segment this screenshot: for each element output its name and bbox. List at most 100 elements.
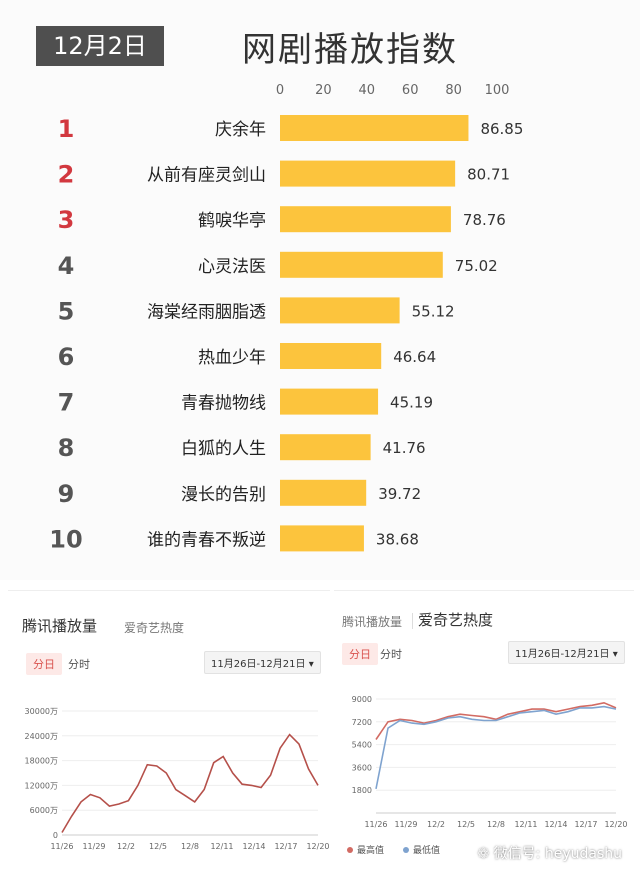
bar-value-label: 39.72: [378, 485, 421, 503]
bar-value-label: 55.12: [412, 302, 455, 320]
x-tick-label: 11/29: [394, 820, 417, 829]
x-tick-label: 12/5: [457, 820, 475, 829]
wechat-watermark: ❁ 微信号: heyudashu: [477, 843, 622, 863]
x-tick-label: 12/14: [544, 820, 567, 829]
bar: [280, 343, 382, 369]
series-line-1: [61, 733, 319, 833]
drama-name-label: 海棠经雨胭脂透: [147, 302, 266, 322]
series-line-1: [375, 701, 617, 740]
x-tick-label: 12/17: [574, 820, 597, 829]
hour-tab[interactable]: 分时: [380, 648, 402, 661]
iqiyi-title: 爱奇艺热度: [418, 611, 494, 629]
rank-number: 2: [58, 161, 75, 189]
x-tick-label: 40: [359, 83, 376, 98]
x-tick-label: 20: [315, 83, 332, 98]
bar-value-label: 45.19: [390, 394, 433, 412]
date-range-label: 11月26日-12月21日: [211, 659, 306, 670]
tencent-switch-tab[interactable]: 腾讯播放量: [342, 615, 403, 629]
bar: [280, 115, 469, 141]
x-tick-label: 80: [445, 83, 462, 98]
ranking-section: 12月2日 网剧播放指数 0 20 40 60 80 100 1 庆余年 86.85 2 从前有座灵…: [36, 26, 524, 554]
bar: [280, 525, 364, 552]
date-range-select[interactable]: 11月26日-12月21日 ▾: [508, 641, 625, 664]
drama-name-label: 白狐的人生: [181, 439, 266, 459]
legend-marker-1: [347, 847, 353, 853]
rank-number: 10: [49, 525, 82, 553]
legend-marker-2: [403, 847, 409, 853]
wechat-icon: ❁: [477, 846, 490, 862]
bar-value-label: 78.76: [463, 211, 506, 229]
drama-name-label: 鹤唳华亭: [198, 211, 266, 231]
hour-tab[interactable]: 分时: [68, 658, 90, 671]
bar-value-label: 80.71: [467, 166, 510, 184]
tencent-line-chart: 0 6000万 12000万 18000万 24000万 30000万 11/26 11/29…: [25, 707, 330, 851]
series-line-2: [375, 705, 617, 790]
tencent-play-panel: 腾讯播放量 爱奇艺热度 分日 分时 11月26日-12月21日 ▾ 0 6000万…: [8, 590, 330, 879]
legend-label: 最高值: [357, 844, 384, 856]
x-tick-label: 12/2: [117, 842, 135, 851]
bar-value-label: 46.64: [393, 348, 436, 366]
x-tick-label: 12/2: [427, 820, 445, 829]
rank-number: 1: [58, 115, 75, 143]
drama-name-label: 谁的青春不叛逆: [147, 530, 266, 550]
legend-label: 最低值: [413, 844, 440, 856]
day-tab[interactable]: 分日: [26, 653, 62, 675]
bar: [280, 388, 379, 415]
page-title: 网剧播放指数: [242, 30, 458, 70]
y-tick-label: 7200: [352, 718, 372, 727]
y-tick-label: 0: [53, 831, 58, 840]
bar-value-label: 75.02: [455, 257, 498, 275]
iqiyi-switch-tab[interactable]: 爱奇艺热度: [124, 621, 185, 635]
x-tick-label: 12/17: [274, 842, 297, 851]
x-tick-label: 12/11: [210, 842, 233, 851]
x-tick-label: 12/8: [181, 842, 199, 851]
day-tab[interactable]: 分日: [342, 643, 378, 665]
x-tick-label: 12/11: [514, 820, 537, 829]
y-tick-label: 6000万: [30, 806, 58, 815]
y-tick-label: 12000万: [25, 781, 58, 790]
chevron-down-icon: ▾: [612, 649, 618, 660]
bar-value-label: 41.76: [383, 439, 426, 457]
rank-number: 6: [58, 343, 75, 371]
rank-number: 5: [58, 297, 75, 325]
x-tick-label: 12/5: [149, 842, 167, 851]
date-badge: 12月2日: [36, 26, 164, 66]
rank-number: 3: [58, 206, 75, 234]
y-tick-label: 30000万: [25, 707, 58, 716]
drama-name-label: 从前有座灵剑山: [147, 166, 266, 186]
bar: [280, 434, 371, 461]
drama-name-label: 漫长的告别: [181, 485, 266, 505]
drama-name-label: 热血少年: [198, 348, 266, 368]
rank-number: 4: [58, 252, 75, 280]
chevron-down-icon: ▾: [308, 659, 314, 670]
rank-number: 7: [58, 389, 75, 417]
rank-number: 9: [58, 480, 75, 508]
bar: [280, 251, 443, 278]
x-tick-label: 12/20: [604, 820, 627, 829]
tab-divider: [412, 613, 413, 629]
bar-value-label: 86.85: [480, 120, 523, 138]
watermark-text: 微信号: heyudashu: [493, 846, 622, 862]
bar: [280, 479, 367, 506]
y-tick-label: 18000万: [25, 757, 58, 766]
drama-name-label: 心灵法医: [198, 257, 266, 277]
y-tick-label: 1800: [352, 786, 372, 795]
x-tick-label: 11/26: [50, 842, 73, 851]
date-range-label: 11月26日-12月21日: [515, 649, 610, 660]
iqiyi-heat-panel: 腾讯播放量 爱奇艺热度 分日 分时 11月26日-12月21日 ▾ 1800 36…: [334, 590, 634, 879]
date-range-select[interactable]: 11月26日-12月21日 ▾: [204, 651, 321, 674]
x-tick-label: 11/29: [82, 842, 105, 851]
iqiyi-line-chart: 1800 3600 5400 7200 9000 11/26 11/29 12/2 12/5 12…: [347, 695, 628, 856]
ranking-bar-chart: 0 20 40 60 80 100 1 庆余年 86.85 2 从前有座灵剑山 80.71 3 鹤唳华亭 7…: [49, 83, 523, 553]
x-tick-label: 12/14: [242, 842, 265, 851]
bar: [280, 160, 456, 187]
drama-name-label: 庆余年: [215, 120, 266, 140]
x-tick-label: 0: [276, 83, 284, 98]
y-tick-label: 9000: [352, 695, 372, 704]
bar: [280, 206, 451, 233]
bar-value-label: 38.68: [376, 530, 419, 548]
rank-number: 8: [58, 434, 75, 462]
x-tick-label: 12/8: [487, 820, 505, 829]
bar: [280, 297, 400, 324]
x-tick-label: 60: [402, 83, 419, 98]
